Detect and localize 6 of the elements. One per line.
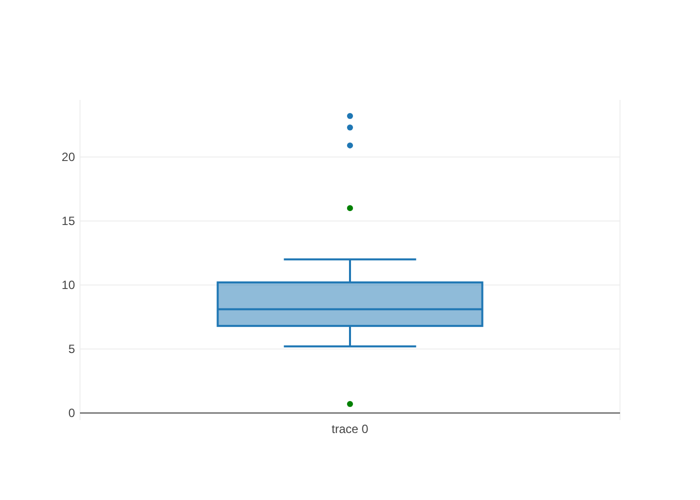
y-tick-label: 15 [62,214,76,228]
y-tick-label: 20 [62,150,76,164]
x-tick-label: trace 0 [332,422,369,436]
y-tick-label: 5 [68,342,76,356]
y-tick-label: 10 [62,278,76,292]
y-tick-label: 0 [68,406,76,420]
